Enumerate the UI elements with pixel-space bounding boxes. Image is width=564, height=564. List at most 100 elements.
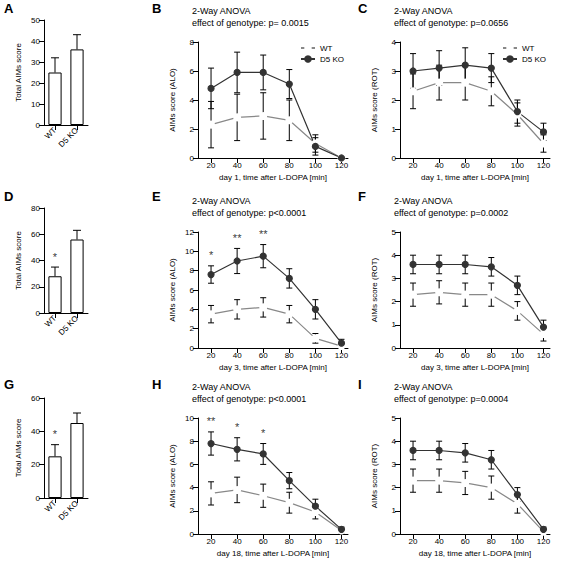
svg-text:60: 60	[259, 537, 268, 546]
svg-text:AIMs score (ROT): AIMs score (ROT)	[370, 443, 379, 508]
svg-text:60: 60	[259, 161, 268, 170]
svg-text:AIMs score (ALO): AIMs score (ALO)	[168, 444, 177, 508]
svg-text:1: 1	[392, 320, 397, 329]
svg-text:day 3, time after L-DOPA [min]: day 3, time after L-DOPA [min]	[421, 363, 529, 372]
svg-text:2-Way ANOVA: 2-Way ANOVA	[192, 382, 251, 392]
svg-text:2: 2	[392, 96, 397, 105]
svg-text:AIMs score (ALO): AIMs score (ALO)	[168, 258, 177, 322]
svg-text:2: 2	[190, 506, 195, 515]
svg-text:0: 0	[36, 121, 41, 130]
svg-text:4: 4	[190, 96, 195, 105]
svg-text:40: 40	[31, 427, 40, 436]
svg-text:Total AIMs score: Total AIMs score	[14, 418, 23, 477]
svg-text:4: 4	[392, 251, 397, 260]
svg-text:120: 120	[537, 351, 551, 360]
svg-text:AIMs score (ALO): AIMs score (ALO)	[168, 68, 177, 132]
svg-text:WT: WT	[43, 499, 58, 514]
svg-text:6: 6	[190, 286, 195, 295]
svg-text:**: **	[259, 228, 268, 240]
svg-text:120: 120	[335, 351, 349, 360]
svg-text:60: 60	[461, 351, 470, 360]
svg-text:100: 100	[309, 537, 323, 546]
svg-text:day 18, time after L-DOPA [min: day 18, time after L-DOPA [min]	[419, 549, 531, 558]
svg-text:100: 100	[309, 351, 323, 360]
svg-text:**: **	[233, 232, 242, 244]
svg-text:100: 100	[511, 537, 525, 546]
svg-text:10: 10	[31, 100, 40, 109]
svg-text:20: 20	[31, 282, 40, 291]
svg-text:20: 20	[207, 161, 216, 170]
svg-text:I: I	[358, 377, 362, 392]
svg-text:1: 1	[392, 506, 397, 515]
svg-text:80: 80	[487, 537, 496, 546]
svg-text:0: 0	[190, 530, 195, 539]
svg-text:80: 80	[487, 351, 496, 360]
svg-text:3: 3	[392, 274, 397, 283]
svg-text:8: 8	[190, 38, 195, 47]
svg-text:day 3, time after L-DOPA [min]: day 3, time after L-DOPA [min]	[219, 363, 327, 372]
svg-text:D5 KO: D5 KO	[57, 126, 80, 149]
svg-text:2-Way ANOVA: 2-Way ANOVA	[394, 196, 453, 206]
svg-text:20: 20	[409, 161, 418, 170]
svg-text:40: 40	[435, 537, 444, 546]
svg-text:40: 40	[233, 351, 242, 360]
svg-text:4: 4	[392, 38, 397, 47]
svg-text:3: 3	[392, 67, 397, 76]
svg-text:80: 80	[31, 204, 40, 213]
svg-text:effect of genotype: p=0.0004: effect of genotype: p=0.0004	[394, 394, 508, 404]
svg-text:*: *	[235, 421, 240, 433]
svg-text:D5 KO: D5 KO	[57, 314, 80, 337]
svg-text:2: 2	[392, 483, 397, 492]
svg-text:Total AIMs score: Total AIMs score	[14, 231, 23, 290]
svg-text:WT: WT	[43, 314, 58, 329]
svg-text:5: 5	[392, 228, 397, 237]
svg-text:0: 0	[392, 530, 397, 539]
svg-text:60: 60	[31, 230, 40, 239]
svg-text:2: 2	[190, 125, 195, 134]
svg-text:8: 8	[190, 437, 195, 446]
svg-text:effect of genotype: p<0.0001: effect of genotype: p<0.0001	[192, 208, 306, 218]
svg-text:2-Way ANOVA: 2-Way ANOVA	[192, 6, 251, 16]
svg-text:Total AIMs score: Total AIMs score	[14, 43, 23, 102]
svg-text:20: 20	[207, 537, 216, 546]
svg-text:day 18, time after L-DOPA [min: day 18, time after L-DOPA [min]	[217, 549, 329, 558]
svg-text:3: 3	[392, 460, 397, 469]
svg-text:WT: WT	[43, 126, 58, 141]
svg-text:120: 120	[537, 161, 551, 170]
svg-text:6: 6	[190, 67, 195, 76]
svg-text:**: **	[207, 415, 216, 427]
svg-text:10: 10	[185, 414, 194, 423]
svg-text:*: *	[53, 251, 58, 263]
svg-text:40: 40	[31, 256, 40, 265]
svg-text:0: 0	[392, 344, 397, 353]
svg-text:60: 60	[461, 537, 470, 546]
svg-text:80: 80	[487, 161, 496, 170]
svg-text:H: H	[152, 377, 161, 392]
svg-text:60: 60	[259, 351, 268, 360]
svg-text:20: 20	[409, 351, 418, 360]
svg-text:50: 50	[31, 16, 40, 25]
svg-text:2-Way ANOVA: 2-Way ANOVA	[394, 382, 453, 392]
svg-text:80: 80	[285, 351, 294, 360]
svg-text:*: *	[209, 249, 214, 261]
svg-text:120: 120	[537, 537, 551, 546]
svg-text:80: 80	[285, 161, 294, 170]
svg-text:40: 40	[233, 161, 242, 170]
svg-text:60: 60	[461, 161, 470, 170]
svg-text:*: *	[53, 428, 58, 440]
svg-text:40: 40	[435, 351, 444, 360]
svg-text:20: 20	[207, 351, 216, 360]
svg-text:20: 20	[409, 537, 418, 546]
svg-text:120: 120	[335, 537, 349, 546]
svg-text:2-Way ANOVA: 2-Way ANOVA	[394, 6, 453, 16]
svg-text:D5 KO: D5 KO	[320, 55, 344, 64]
svg-text:12: 12	[185, 228, 194, 237]
svg-text:0: 0	[36, 494, 41, 503]
svg-text:AIMs score (ROT): AIMs score (ROT)	[370, 67, 379, 132]
svg-text:40: 40	[31, 37, 40, 46]
svg-text:100: 100	[511, 161, 525, 170]
svg-text:*: *	[261, 427, 266, 439]
svg-text:F: F	[358, 189, 366, 204]
svg-text:day 1, time after L-DOPA [min]: day 1, time after L-DOPA [min]	[421, 173, 529, 182]
svg-text:10: 10	[185, 247, 194, 256]
